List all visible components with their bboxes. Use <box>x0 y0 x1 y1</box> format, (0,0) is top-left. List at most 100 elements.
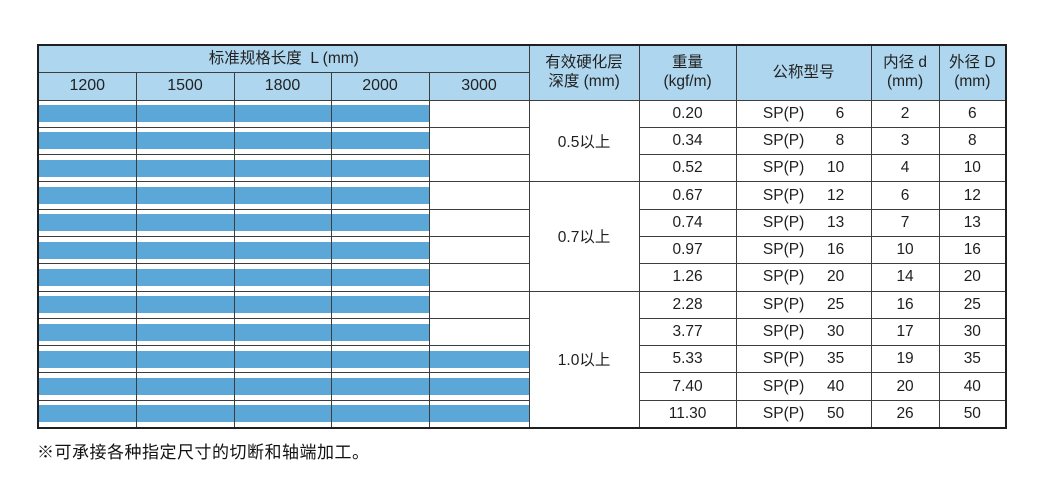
length-available-bar <box>234 378 331 396</box>
length-availability-cell <box>428 317 530 347</box>
length-available-bar <box>39 296 136 314</box>
model-size: 13 <box>826 213 845 231</box>
model-prefix: SP(P) <box>762 377 805 395</box>
table-row: 0.52 SP(P) 10 4 10 <box>37 154 1007 183</box>
length-available-bar <box>429 350 529 368</box>
length-availability-cell <box>135 399 235 429</box>
weight-cell: 0.74 <box>638 208 737 237</box>
hardness-depth-cell: 1.0以上 <box>528 290 640 429</box>
length-column-header-3000: 3000 <box>428 71 530 101</box>
hardness-depth-header: 有效硬化层 深度 (mm) <box>528 44 640 101</box>
length-available-bar <box>39 214 136 232</box>
weight-cell: 0.34 <box>638 126 737 156</box>
length-available-bar <box>39 405 136 423</box>
outer-diameter-cell: 40 <box>938 372 1007 401</box>
weight-cell: 0.20 <box>638 99 737 128</box>
length-availability-cell <box>330 208 430 237</box>
length-availability-cell <box>233 263 332 292</box>
outer-diameter-cell: 35 <box>938 345 1007 374</box>
inner-diameter-cell: 3 <box>870 126 940 156</box>
length-availability-cell <box>37 399 137 429</box>
spec-table: 标准规格长度 L (mm) 有效硬化层 深度 (mm) 重量 (kgf/m) 公… <box>37 44 1008 429</box>
table-row: 5.33 SP(P) 35 19 35 <box>37 345 1007 374</box>
length-column-header-1500: 1500 <box>135 71 235 101</box>
weight-cell: 11.30 <box>638 399 737 429</box>
weight-cell: 7.40 <box>638 372 737 401</box>
length-availability-cell <box>233 208 332 237</box>
length-availability-cell <box>428 99 530 128</box>
length-available-bar <box>39 241 136 259</box>
weight-cell: 5.33 <box>638 345 737 374</box>
length-subheader-row: 1200 1500 1800 2000 3000 <box>37 71 1006 101</box>
length-available-bar <box>136 159 234 177</box>
model-prefix: SP(P) <box>762 104 805 122</box>
model-cell: SP(P) 50 <box>735 399 872 429</box>
length-availability-cell <box>428 399 530 429</box>
model-size: 10 <box>826 159 845 177</box>
length-availability-cell <box>233 372 332 401</box>
length-column-header-1800: 1800 <box>233 71 332 101</box>
length-available-bar <box>331 105 429 123</box>
inner-diameter-cell: 20 <box>870 372 940 401</box>
length-availability-cell <box>233 154 332 183</box>
length-availability-cell <box>233 126 332 156</box>
length-availability-cell <box>37 154 137 183</box>
model-size: 12 <box>826 186 845 204</box>
outer-diameter-cell: 12 <box>938 181 1007 210</box>
length-availability-cell <box>37 181 137 210</box>
length-available-bar <box>39 159 136 177</box>
outer-diameter-cell: 25 <box>938 290 1007 319</box>
length-availability-cell <box>330 126 430 156</box>
length-availability-cell <box>37 317 137 347</box>
model-prefix: SP(P) <box>762 323 805 341</box>
model-prefix: SP(P) <box>762 213 805 231</box>
length-available-bar <box>234 132 331 150</box>
length-availability-cell <box>233 345 332 374</box>
length-availability-cell <box>135 345 235 374</box>
length-availability-cell <box>233 99 332 128</box>
inner-diameter-cell: 14 <box>870 263 940 292</box>
length-available-bar <box>39 187 136 205</box>
outer-diameter-cell: 13 <box>938 208 1007 237</box>
model-cell: SP(P) 35 <box>735 345 872 374</box>
length-available-bar <box>136 405 234 423</box>
model-header: 公称型号 <box>735 44 872 101</box>
length-available-bar <box>136 296 234 314</box>
table-row: 1.0以上 2.28 SP(P) 25 16 25 <box>37 290 1007 429</box>
inner-diameter-cell: 16 <box>870 290 940 319</box>
header-line-2: (mm) <box>954 72 991 90</box>
weight-cell: 3.77 <box>638 317 737 347</box>
inner-diameter-cell: 2 <box>870 99 940 128</box>
inner-diameter-cell: 17 <box>870 317 940 347</box>
model-cell: SP(P) 8 <box>735 126 872 156</box>
length-available-bar <box>331 241 429 259</box>
length-availability-cell <box>135 372 235 401</box>
inner-diameter-cell: 19 <box>870 345 940 374</box>
length-availability-cell <box>428 235 530 265</box>
table-row: 0.74 SP(P) 13 7 13 <box>37 208 1007 237</box>
weight-cell: 2.28 <box>638 290 737 319</box>
length-availability-cell <box>428 372 530 401</box>
header-line-2: (mm) <box>886 72 924 90</box>
length-availability-cell <box>330 99 430 128</box>
inner-diameter-header: 内径 d (mm) <box>870 44 940 101</box>
length-available-bar <box>331 187 429 205</box>
outer-diameter-cell: 20 <box>938 263 1007 292</box>
length-availability-cell <box>37 345 137 374</box>
inner-diameter-cell: 4 <box>870 154 940 183</box>
footnote: ※可承接各种指定尺寸的切断和轴端加工。 <box>37 443 370 462</box>
length-availability-cell <box>37 290 137 319</box>
length-availability-cell <box>135 181 235 210</box>
length-available-bar <box>39 378 136 396</box>
length-available-bar <box>39 350 136 368</box>
length-available-bar <box>331 214 429 232</box>
model-cell: SP(P) 40 <box>735 372 872 401</box>
header-line-1: 有效硬化层 <box>545 54 623 72</box>
model-cell: SP(P) 25 <box>735 290 872 319</box>
inner-diameter-cell: 6 <box>870 181 940 210</box>
length-available-bar <box>136 241 234 259</box>
table-row: 0.7以上 0.67 SP(P) 12 6 12 <box>37 181 1007 292</box>
model-prefix: SP(P) <box>762 159 805 177</box>
model-cell: SP(P) 12 <box>735 181 872 210</box>
